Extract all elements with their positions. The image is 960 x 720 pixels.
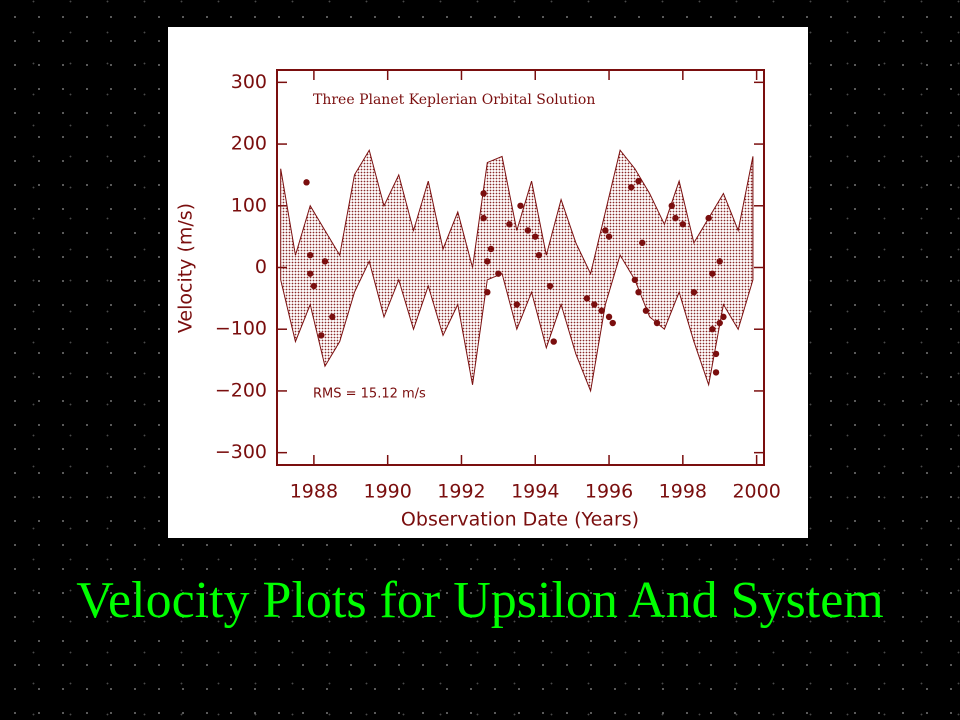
data-point xyxy=(712,369,720,376)
data-point xyxy=(642,307,650,314)
y-tick-label: −100 xyxy=(215,318,267,340)
data-point xyxy=(480,214,487,222)
data-point xyxy=(679,221,687,228)
data-point xyxy=(303,179,310,186)
data-point xyxy=(535,251,543,259)
data-point xyxy=(668,202,675,209)
data-point xyxy=(321,258,329,265)
data-point xyxy=(635,288,642,296)
model-band xyxy=(280,148,754,393)
data-point xyxy=(480,190,487,197)
data-point xyxy=(517,202,524,209)
data-point xyxy=(307,270,314,277)
annotation: Three Planet Keplerian Orbital Solution xyxy=(313,92,595,108)
data-point xyxy=(310,282,318,290)
y-tick-label: 200 xyxy=(231,133,267,155)
x-tick-label: 1992 xyxy=(437,481,485,503)
x-tick-label: 1994 xyxy=(511,481,559,503)
data-point xyxy=(609,319,616,327)
data-point xyxy=(631,276,639,284)
data-point xyxy=(712,350,720,358)
x-tick-label: 1988 xyxy=(290,481,338,503)
data-point xyxy=(495,270,502,277)
y-axis-label: Velocity (m/s) xyxy=(175,203,197,333)
data-point xyxy=(709,270,716,277)
data-point xyxy=(598,307,605,314)
data-point xyxy=(720,313,727,321)
data-point xyxy=(716,258,723,265)
y-tick-label: 100 xyxy=(231,194,267,216)
data-point xyxy=(639,239,646,247)
data-point xyxy=(532,233,539,240)
annotation: RMS = 15.12 m/s xyxy=(313,387,426,402)
data-point xyxy=(484,288,491,296)
data-point xyxy=(591,301,598,308)
data-point xyxy=(513,301,521,308)
y-tick-label: 300 xyxy=(231,71,267,93)
data-point xyxy=(605,313,613,321)
x-axis-label: Observation Date (Years) xyxy=(401,509,639,531)
data-point xyxy=(550,338,557,345)
x-tick-label: 1998 xyxy=(659,481,707,503)
data-point xyxy=(627,184,635,191)
data-point xyxy=(690,288,698,296)
data-point xyxy=(506,221,513,228)
data-point xyxy=(602,227,609,234)
data-point xyxy=(653,319,661,327)
data-point xyxy=(583,295,591,302)
data-point xyxy=(546,282,554,290)
data-point xyxy=(484,258,491,265)
y-tick-label: −200 xyxy=(215,379,267,401)
data-point xyxy=(716,319,723,327)
data-point xyxy=(487,245,495,253)
y-tick-label: 0 xyxy=(255,256,267,278)
data-point xyxy=(705,214,712,222)
data-point xyxy=(605,233,613,240)
x-tick-label: 2000 xyxy=(732,481,780,503)
x-tick-label: 1996 xyxy=(585,481,633,503)
data-point xyxy=(329,313,336,321)
data-point xyxy=(635,177,642,185)
data-point xyxy=(307,251,314,259)
data-point xyxy=(524,227,532,234)
data-point xyxy=(672,214,679,222)
data-point xyxy=(318,332,325,339)
x-tick-label: 1990 xyxy=(364,481,412,503)
data-point xyxy=(709,326,716,333)
y-tick-label: −300 xyxy=(215,441,267,463)
slide-title: Velocity Plots for Upsilon And System xyxy=(76,572,884,629)
